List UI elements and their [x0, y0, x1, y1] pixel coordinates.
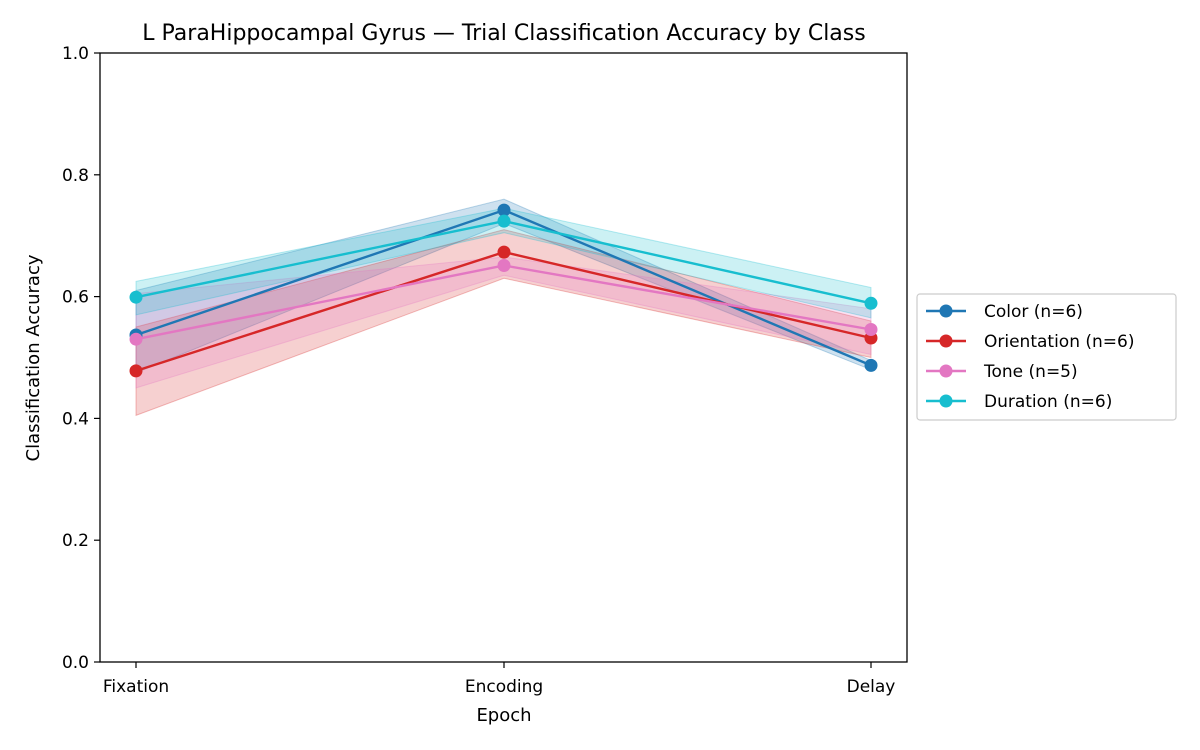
y-tick-label: 1.0	[62, 44, 89, 64]
point-duration-delay	[864, 296, 878, 310]
point-orientation-fixation	[129, 364, 143, 378]
legend-marker-tone	[939, 364, 953, 378]
legend-label-tone: Tone (n=5)	[983, 362, 1078, 382]
x-tick-label: Delay	[847, 677, 896, 697]
legend-item-duration: Duration (n=6)	[926, 392, 1112, 412]
y-tick-label: 0.2	[62, 531, 89, 551]
legend-frame	[916, 293, 1177, 421]
y-axis: 0.0 0.2 0.4 0.6 0.8 1.0	[62, 44, 100, 673]
legend-item-color: Color (n=6)	[926, 302, 1083, 322]
point-duration-encoding	[497, 214, 511, 228]
legend-marker-color	[939, 304, 953, 318]
point-tone-encoding	[497, 259, 511, 272]
y-axis-label: Classification Accuracy	[23, 254, 44, 461]
plot-area	[99, 52, 908, 663]
x-axis-label: Epoch	[476, 705, 531, 726]
legend-item-orientation: Orientation (n=6)	[926, 332, 1134, 352]
legend-label-color: Color (n=6)	[984, 302, 1083, 322]
point-orientation-encoding	[497, 245, 511, 259]
chart-title: L ParaHippocampal Gyrus — Trial Classifi…	[142, 21, 865, 46]
y-tick-label: 0.6	[62, 288, 89, 308]
point-color-encoding	[497, 203, 511, 217]
series-points	[129, 203, 878, 378]
point-tone-fixation	[129, 332, 143, 346]
point-duration-fixation	[129, 290, 143, 304]
y-tick-label: 0.0	[62, 653, 89, 673]
point-color-delay	[864, 358, 878, 372]
legend: Color (n=6) Orientation (n=6) Tone (n=5) Du…	[916, 293, 1177, 421]
legend-label-duration: Duration (n=6)	[984, 392, 1112, 412]
legend-item-tone: Tone (n=5)	[926, 362, 1078, 382]
y-tick-label: 0.4	[62, 409, 89, 429]
x-tick-label: Encoding	[465, 677, 543, 697]
y-tick-label: 0.8	[62, 166, 89, 186]
legend-marker-orientation	[939, 334, 953, 348]
legend-marker-duration	[939, 394, 953, 408]
legend-label-orientation: Orientation (n=6)	[984, 332, 1134, 352]
x-axis: Fixation Encoding Delay	[103, 662, 896, 697]
point-tone-delay	[864, 323, 878, 336]
x-tick-label: Fixation	[103, 677, 169, 697]
band-orientation	[135, 229, 872, 417]
